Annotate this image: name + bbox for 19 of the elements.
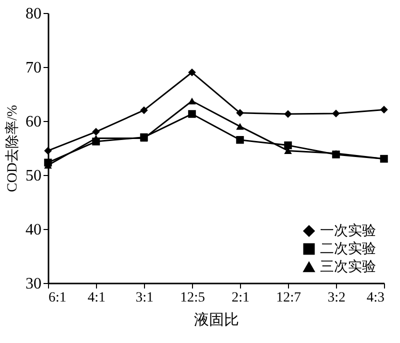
x-tick-label: 2:1	[232, 290, 250, 306]
x-tick-label: 3:2	[328, 290, 346, 306]
x-axis-title: 液固比	[194, 312, 239, 328]
y-tick-label: 30	[26, 276, 42, 292]
y-tick-label: 40	[26, 222, 42, 238]
legend-label: 三次实验	[320, 259, 376, 275]
y-axis-title: COD去除率/%	[4, 104, 20, 192]
legend-label: 二次实验	[320, 241, 376, 257]
y-tick-label: 60	[26, 114, 42, 130]
y-tick-label: 50	[26, 168, 42, 184]
x-tick-label: 4:1	[88, 290, 106, 306]
x-tick-label: 4:3	[366, 290, 384, 306]
x-tick-label: 12:5	[180, 290, 205, 306]
x-tick-label: 12:7	[276, 290, 301, 306]
y-tick-label: 70	[26, 60, 42, 76]
legend-label: 一次实验	[320, 223, 376, 239]
x-tick-label: 3:1	[136, 290, 154, 306]
y-tick-label: 80	[26, 6, 42, 22]
x-tick-label: 6:1	[48, 290, 66, 306]
